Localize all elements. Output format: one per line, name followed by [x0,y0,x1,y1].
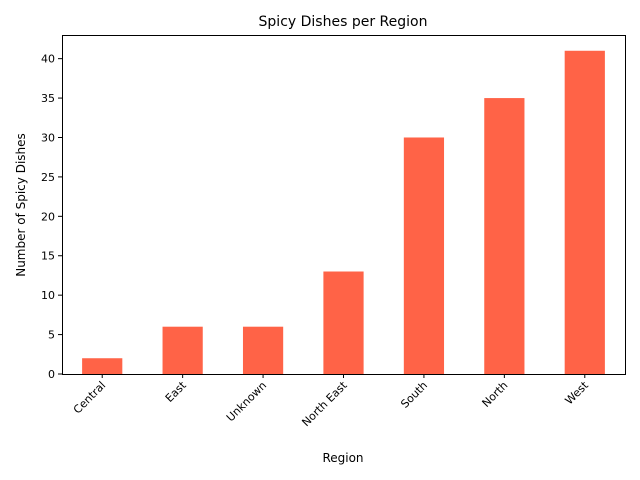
x-tick-label: South [398,379,430,411]
bars-group [82,50,605,375]
bar-south [403,137,445,374]
y-tick-label: 20 [41,210,55,223]
bar-unknown [242,326,284,374]
plot-frame [62,35,626,375]
bar-east [162,326,203,374]
x-tick-label: North East [299,378,350,429]
y-axis: 0 5 10 15 20 25 30 35 40 [41,53,62,381]
bar-north-east [323,271,364,374]
bar-central [82,358,123,374]
y-tick-label: 40 [41,53,55,66]
x-axis-label: Region [322,451,363,465]
chart-title: Spicy Dishes per Region [259,14,428,30]
bar-west [564,50,605,374]
x-tick-label: Unknown [224,379,269,424]
y-axis-label: Number of Spicy Dishes [14,133,28,277]
y-tick-label: 0 [48,368,55,381]
y-tick-label: 30 [41,131,55,144]
x-tick-label: North [480,379,511,410]
x-axis: Central East Unknown North East South North We… [71,374,592,429]
y-tick-label: 35 [41,92,55,105]
x-tick-label: West [563,378,592,407]
bar-north [484,98,525,375]
y-tick-label: 25 [41,171,55,184]
y-tick-label: 15 [41,250,55,263]
x-tick-label: Central [71,379,109,417]
x-tick-label: East [163,378,189,404]
y-tick-label: 10 [41,289,55,302]
y-tick-label: 5 [48,329,55,342]
